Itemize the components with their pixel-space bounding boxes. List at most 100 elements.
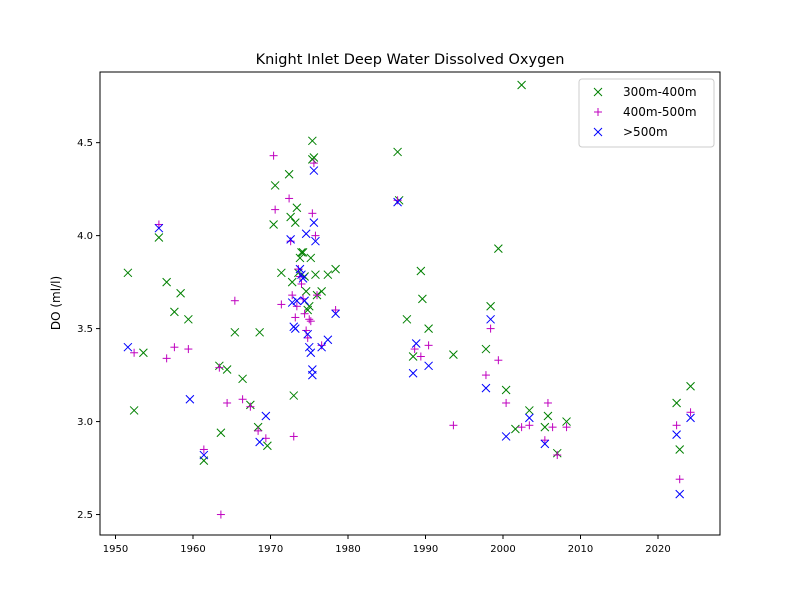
x-tick-label: 1960 (180, 544, 205, 555)
legend-label: >500m (623, 125, 668, 139)
data-point (562, 417, 571, 426)
data-point (416, 266, 426, 276)
legend-box (578, 78, 715, 148)
data-point (481, 344, 491, 354)
data-point (309, 159, 318, 168)
data-point (317, 342, 327, 352)
data-point (162, 277, 172, 287)
data-point (154, 233, 164, 242)
x-tick-label: 2010 (568, 544, 593, 555)
data-point (230, 296, 239, 305)
data-point (139, 348, 148, 358)
data-point (675, 445, 685, 454)
data-point (449, 421, 458, 430)
x-tick-label: 2020 (645, 544, 670, 555)
data-point (524, 406, 534, 415)
data-point (298, 248, 308, 257)
data-point (286, 212, 296, 222)
data-point (686, 408, 695, 417)
data-point (304, 301, 314, 311)
data-point (408, 352, 418, 361)
data-point (295, 253, 305, 263)
x-tick-label: 1990 (413, 544, 438, 555)
data-point (408, 368, 418, 378)
data-point (170, 343, 179, 352)
data-point (323, 335, 333, 345)
data-point (154, 220, 163, 229)
chart-title: Knight Inlet Deep Water Dissolved Oxygen (256, 52, 565, 68)
data-point (686, 381, 695, 391)
y-axis: 2.5 3.0 3.5 4.0 4.5 (77, 138, 100, 521)
data-point (270, 181, 280, 190)
data-point (216, 428, 226, 438)
data-point (184, 345, 193, 354)
data-point (286, 234, 296, 244)
data-point (543, 411, 553, 421)
data-point (410, 345, 419, 354)
legend-label: 400m-500m (623, 105, 697, 119)
data-point (517, 423, 526, 432)
data-point (238, 395, 247, 404)
data-point (543, 398, 552, 407)
data-point (306, 348, 316, 358)
data-point (154, 223, 164, 233)
data-point (307, 136, 317, 146)
data-point (393, 197, 402, 207)
data-point (306, 253, 316, 263)
data-point (481, 371, 490, 380)
data-point (502, 398, 511, 407)
axes-frame (99, 71, 721, 536)
data-point (291, 313, 300, 322)
data-point (199, 450, 209, 460)
data-point (301, 287, 311, 296)
data-point (424, 324, 433, 333)
y-tick-label: 3.5 (77, 324, 93, 335)
data-point (317, 287, 327, 296)
data-point (215, 363, 224, 372)
data-point (292, 302, 301, 311)
data-point (238, 374, 247, 384)
data-point (286, 237, 295, 246)
data-point (309, 218, 319, 227)
data-point (285, 194, 294, 203)
data-point (309, 166, 319, 175)
y-tick-label: 4.0 (77, 231, 93, 242)
data-point (292, 296, 302, 306)
data-point (540, 436, 549, 445)
data-point (123, 268, 133, 278)
data-point (418, 294, 427, 304)
data-point (129, 406, 139, 415)
data-point (486, 324, 495, 333)
data-point (313, 291, 321, 300)
data-point (672, 430, 681, 439)
data-point (290, 324, 300, 333)
data-point (411, 339, 421, 348)
data-point (311, 236, 320, 246)
data-point (553, 451, 562, 460)
data-point (524, 413, 534, 423)
data-point (672, 421, 681, 430)
data-point (493, 244, 503, 254)
data-point (317, 341, 326, 350)
data-point (271, 205, 280, 214)
data-point (331, 309, 340, 319)
data-point (686, 413, 695, 423)
plot-area (100, 72, 720, 535)
data-point (308, 209, 317, 218)
data-point (223, 398, 232, 407)
data-point (230, 327, 240, 337)
data-point (675, 475, 684, 484)
data-point (540, 422, 550, 432)
data-point (287, 277, 297, 287)
y-tick-label: 2.5 (77, 510, 93, 521)
data-point (300, 296, 309, 306)
series-2 (130, 151, 695, 519)
x-tick-label: 1970 (258, 544, 283, 555)
data-point (501, 432, 511, 441)
data-point (304, 342, 314, 352)
y-tick-label: 4.5 (77, 138, 93, 149)
data-point (393, 147, 402, 157)
data-point (540, 439, 550, 449)
data-point (306, 317, 315, 326)
